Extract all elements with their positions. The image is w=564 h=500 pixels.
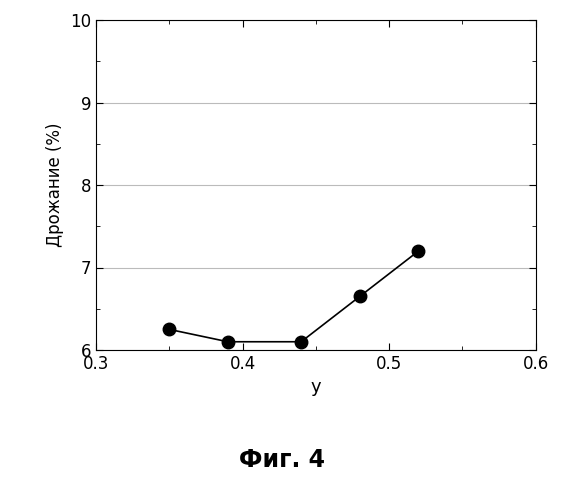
X-axis label: y: y: [311, 378, 321, 396]
Y-axis label: Дрожание (%): Дрожание (%): [46, 122, 64, 247]
Text: Фиг. 4: Фиг. 4: [239, 448, 325, 472]
